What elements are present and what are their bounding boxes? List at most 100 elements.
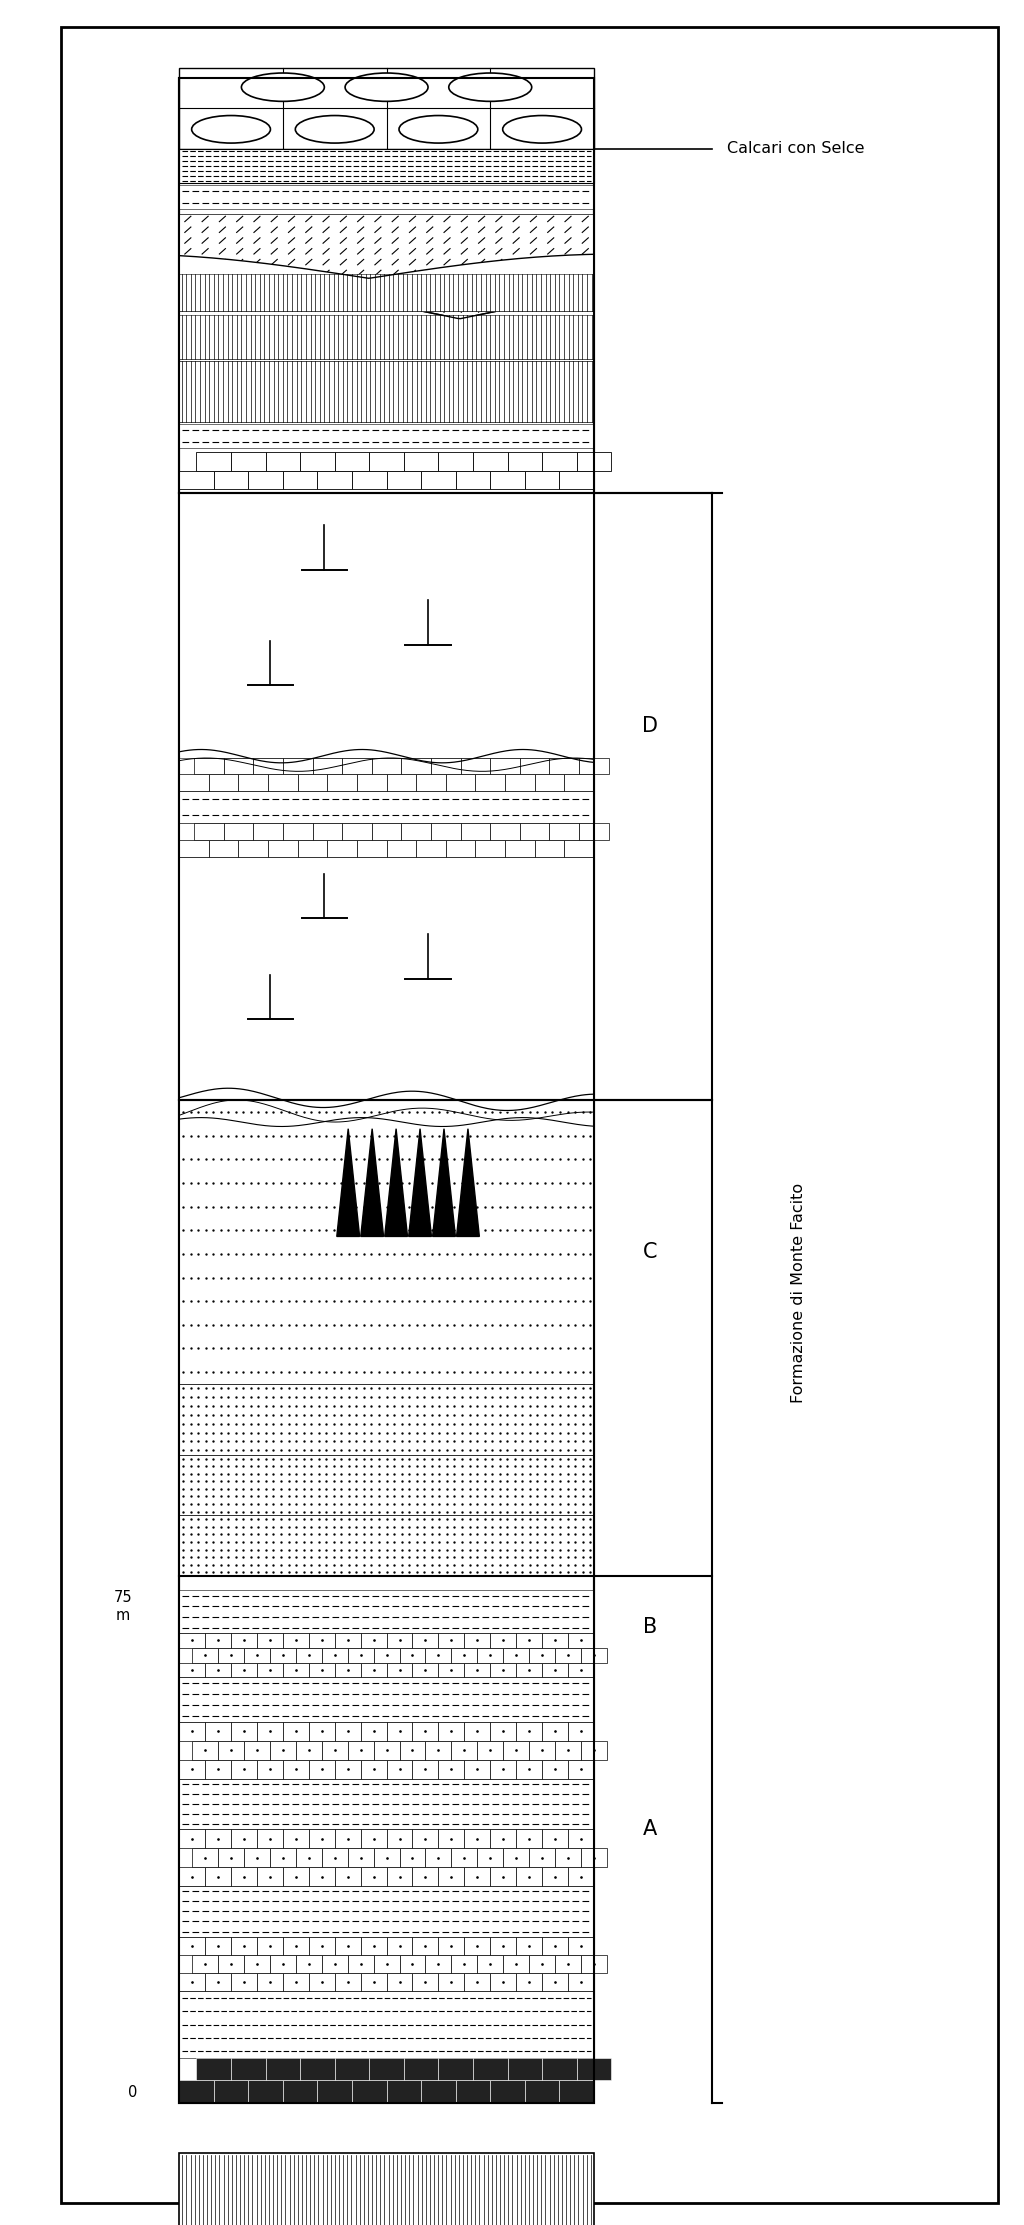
- Bar: [360, 1662, 387, 1678]
- Bar: [283, 1633, 309, 1649]
- Ellipse shape: [242, 73, 325, 102]
- Bar: [197, 2058, 231, 2080]
- Bar: [445, 774, 475, 790]
- Bar: [516, 1867, 542, 1887]
- Bar: [179, 149, 594, 182]
- Bar: [516, 1974, 542, 1991]
- Bar: [431, 823, 461, 841]
- Bar: [413, 1662, 438, 1678]
- Bar: [268, 841, 298, 857]
- Bar: [559, 472, 594, 490]
- Bar: [475, 774, 505, 790]
- Bar: [542, 1722, 568, 1740]
- Bar: [283, 1867, 309, 1887]
- Bar: [179, 1633, 594, 1678]
- Bar: [248, 2080, 283, 2103]
- Bar: [205, 1974, 231, 1991]
- Bar: [403, 2058, 438, 2080]
- Bar: [416, 841, 445, 857]
- Bar: [296, 1849, 322, 1867]
- Bar: [370, 452, 403, 472]
- Bar: [386, 1974, 413, 1991]
- Bar: [555, 1849, 581, 1867]
- Bar: [581, 1740, 607, 1760]
- Bar: [360, 1974, 387, 1991]
- Bar: [559, 2080, 594, 2103]
- Bar: [205, 1936, 231, 1956]
- Bar: [445, 841, 475, 857]
- Bar: [179, 1591, 594, 1633]
- Bar: [205, 1867, 231, 1887]
- Bar: [179, 823, 594, 857]
- Bar: [205, 1722, 231, 1740]
- Bar: [179, 857, 594, 1101]
- Bar: [438, 2058, 473, 2080]
- Bar: [283, 1722, 309, 1740]
- Bar: [425, 1956, 452, 1974]
- Bar: [386, 1722, 413, 1740]
- Bar: [283, 472, 317, 490]
- Bar: [244, 1740, 270, 1760]
- Bar: [438, 1974, 464, 1991]
- Bar: [193, 1740, 218, 1760]
- Bar: [244, 1849, 270, 1867]
- Bar: [374, 1740, 399, 1760]
- Bar: [568, 1829, 594, 1849]
- Bar: [257, 1936, 283, 1956]
- Bar: [257, 1722, 283, 1740]
- Bar: [464, 1633, 490, 1649]
- Bar: [564, 774, 594, 790]
- Bar: [416, 774, 445, 790]
- Bar: [477, 1740, 503, 1760]
- Bar: [179, 1722, 594, 1778]
- Bar: [309, 1936, 335, 1956]
- Bar: [244, 1649, 270, 1662]
- Bar: [503, 1740, 529, 1760]
- Bar: [516, 1829, 542, 1849]
- Bar: [438, 1867, 464, 1887]
- Bar: [312, 823, 342, 841]
- Bar: [456, 2080, 490, 2103]
- Bar: [374, 1649, 399, 1662]
- Bar: [413, 1760, 438, 1778]
- Bar: [386, 774, 416, 790]
- Bar: [431, 759, 461, 774]
- Ellipse shape: [295, 116, 374, 142]
- Bar: [401, 823, 431, 841]
- Bar: [461, 823, 490, 841]
- Bar: [413, 1722, 438, 1740]
- Bar: [205, 1829, 231, 1849]
- Bar: [490, 1936, 516, 1956]
- Bar: [179, 1722, 205, 1740]
- Bar: [335, 1936, 360, 1956]
- Bar: [464, 1974, 490, 1991]
- Bar: [529, 1956, 555, 1974]
- Bar: [360, 1829, 387, 1849]
- Bar: [425, 1740, 452, 1760]
- Bar: [568, 1867, 594, 1887]
- Text: 75
m: 75 m: [114, 1591, 132, 1622]
- Bar: [464, 1662, 490, 1678]
- Bar: [516, 1760, 542, 1778]
- Bar: [194, 759, 223, 774]
- Bar: [542, 1867, 568, 1887]
- Bar: [179, 1760, 205, 1778]
- Bar: [520, 759, 550, 774]
- Bar: [401, 759, 431, 774]
- Bar: [270, 1649, 296, 1662]
- Bar: [360, 1760, 387, 1778]
- Bar: [386, 1633, 413, 1649]
- Bar: [568, 1936, 594, 1956]
- Bar: [179, 1515, 594, 1575]
- Bar: [322, 1740, 348, 1760]
- Polygon shape: [385, 1128, 408, 1237]
- Bar: [179, 1936, 594, 1991]
- Bar: [505, 774, 535, 790]
- Bar: [317, 472, 352, 490]
- Bar: [322, 1956, 348, 1974]
- Bar: [568, 1760, 594, 1778]
- Bar: [386, 1662, 413, 1678]
- Ellipse shape: [503, 116, 582, 142]
- Bar: [535, 841, 564, 857]
- Bar: [529, 1649, 555, 1662]
